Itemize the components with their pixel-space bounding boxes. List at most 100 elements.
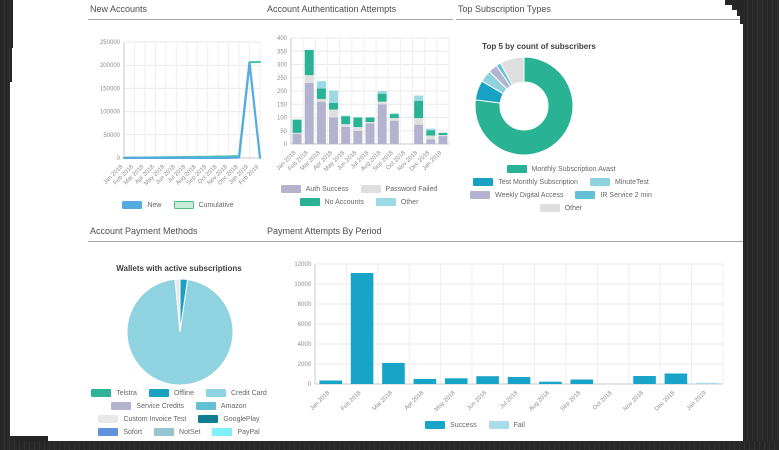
legend-label: Other: [564, 204, 583, 212]
corner-step: [740, 16, 743, 24]
svg-text:300: 300: [277, 63, 288, 69]
legend-swatch: [473, 178, 494, 186]
legend-swatch: [506, 165, 527, 173]
legend-item[interactable]: Credit Card: [205, 387, 267, 400]
legend-item[interactable]: GooglePlay: [198, 413, 260, 426]
legend-label: Custom Invoice Test: [123, 415, 187, 423]
legend-swatch: [154, 428, 175, 436]
legend-label: Sofort: [123, 428, 143, 436]
svg-text:Dec 2018: Dec 2018: [654, 390, 677, 413]
legend-item[interactable]: Auth Success: [280, 183, 349, 196]
legend-item[interactable]: Test Monthly Subscription: [473, 176, 578, 189]
legend-swatch: [589, 178, 610, 186]
legend-item[interactable]: Amazon: [195, 400, 247, 413]
legend-label: Cumulative: [198, 201, 234, 209]
svg-text:Jan 2019: Jan 2019: [686, 390, 708, 412]
legend-item[interactable]: Service Credits: [111, 400, 184, 413]
svg-text:0: 0: [308, 382, 312, 388]
legend-label: Auth Success: [305, 185, 349, 193]
panel-title-top-subscriptions: Top Subscription Types: [458, 4, 551, 14]
legend-item[interactable]: PayPal: [212, 426, 260, 439]
panel-title-rule: [456, 19, 743, 20]
legend-swatch: [375, 198, 396, 206]
legend-swatch: [173, 201, 194, 209]
legend-label: New: [147, 201, 162, 209]
svg-text:50000: 50000: [103, 133, 120, 139]
new-accounts-legend: New Cumulative: [88, 198, 268, 211]
top-subscriptions-legend: Monthly Subscription Avast Test Monthly S…: [456, 162, 666, 214]
legend-label: Test Monthly Subscription: [498, 178, 578, 186]
panel-payment-methods: Account Payment Methods Wallets with act…: [88, 226, 270, 440]
corner-step: [732, 5, 743, 10]
corner-step: [725, 0, 743, 5]
payment-attempts-legend: Success Fail: [325, 418, 625, 431]
frame-right: [743, 0, 779, 450]
donut-chart-title: Top 5 by count of subscribers: [482, 42, 596, 51]
legend-label: Success: [450, 421, 477, 429]
legend-label: Other: [400, 198, 419, 206]
svg-text:Feb 2018: Feb 2018: [340, 390, 363, 413]
legend-label: IR Service 2 min: [600, 191, 652, 199]
legend-item[interactable]: NotSet: [154, 426, 200, 439]
legend-item[interactable]: Password Failed: [360, 183, 437, 196]
panel-new-accounts: New Accounts 0 50000 100000 150000 200000 250…: [88, 4, 268, 220]
legend-item[interactable]: Success: [425, 419, 477, 432]
legend-label: Offline: [173, 389, 194, 397]
dashboard-page: New Accounts 0 50000 100000 150000 200000 250…: [10, 0, 743, 441]
legend-swatch: [280, 185, 301, 193]
svg-text:6000: 6000: [298, 322, 312, 328]
legend-item[interactable]: Monthly Subscription Avast: [506, 163, 615, 176]
legend-item[interactable]: Telstra: [91, 387, 137, 400]
svg-text:Oct 2018: Oct 2018: [592, 390, 614, 412]
legend-label: MinuteTest: [614, 178, 649, 186]
corner-step: [10, 48, 12, 82]
svg-text:Sep 2018: Sep 2018: [560, 390, 583, 413]
panel-title-payment-attempts: Payment Attempts By Period: [267, 226, 382, 236]
legend-item[interactable]: Other: [539, 202, 583, 215]
legend-item[interactable]: Weekly Digital Access: [470, 189, 563, 202]
legend-swatch: [212, 428, 233, 436]
svg-text:50: 50: [280, 129, 287, 135]
legend-label: Fail: [513, 421, 525, 429]
svg-text:Nov 2018: Nov 2018: [623, 390, 646, 413]
legend-item[interactable]: No Accounts: [299, 196, 364, 209]
svg-text:250000: 250000: [100, 40, 121, 46]
legend-swatch: [148, 389, 169, 397]
svg-text:8000: 8000: [298, 302, 312, 308]
svg-text:4000: 4000: [298, 342, 312, 348]
legend-label: PayPal: [237, 428, 260, 436]
corner-step: [737, 10, 743, 16]
legend-swatch: [470, 191, 491, 199]
legend-item[interactable]: New: [122, 199, 162, 212]
legend-item[interactable]: Fail: [488, 419, 525, 432]
svg-text:Jul 2018: Jul 2018: [499, 390, 520, 411]
legend-item[interactable]: MinuteTest: [589, 176, 649, 189]
payment-methods-pie-chart: [126, 278, 234, 386]
legend-swatch: [575, 191, 596, 199]
svg-text:Jun 2018: Jun 2018: [466, 390, 488, 412]
legend-item[interactable]: Custom Invoice Test: [98, 413, 186, 426]
legend-swatch: [111, 402, 132, 410]
svg-text:0: 0: [117, 156, 121, 162]
panel-title-rule: [88, 241, 270, 242]
legend-item[interactable]: Offline: [148, 387, 194, 400]
legend-item[interactable]: Sofort: [98, 426, 142, 439]
panel-top-subscriptions: Top Subscription Types Top 5 by count of…: [456, 4, 743, 220]
legend-label: Credit Card: [230, 389, 267, 397]
legend-label: NotSet: [179, 428, 201, 436]
legend-swatch: [91, 389, 112, 397]
panel-payment-attempts: Payment Attempts By Period 0 2000 4000 6000…: [265, 226, 743, 440]
legend-item[interactable]: Cumulative: [173, 199, 234, 212]
legend-item[interactable]: Other: [375, 196, 419, 209]
legend-label: No Accounts: [324, 198, 364, 206]
svg-text:Apr 2018: Apr 2018: [404, 390, 426, 412]
svg-text:200000: 200000: [100, 63, 121, 69]
svg-text:0: 0: [284, 142, 288, 148]
legend-item[interactable]: IR Service 2 min: [575, 189, 652, 202]
legend-swatch: [195, 402, 216, 410]
svg-text:250: 250: [277, 76, 288, 82]
legend-swatch: [488, 421, 509, 429]
legend-label: GooglePlay: [223, 415, 260, 423]
